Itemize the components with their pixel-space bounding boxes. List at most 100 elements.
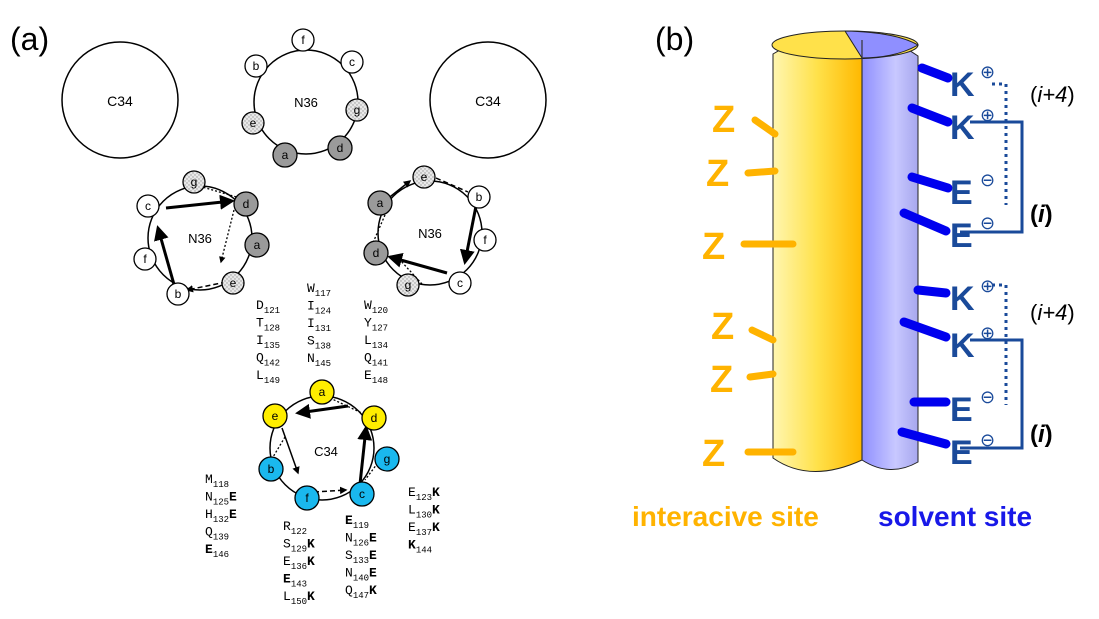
- z-residue-label: Z: [712, 99, 735, 141]
- residue-label: E123K: [408, 485, 440, 503]
- residue-label: S129K: [283, 537, 315, 555]
- z-stick: [746, 370, 777, 381]
- residue-label: S138: [307, 334, 331, 352]
- charged-stick: [907, 172, 953, 193]
- residue-label: W117: [307, 281, 331, 299]
- pos-d-left-label: d: [243, 197, 250, 211]
- charged-stick: [917, 63, 953, 83]
- c34-label-left: C34: [107, 93, 133, 109]
- residue-label: D121: [256, 298, 280, 316]
- residue-label: L130K: [408, 503, 440, 521]
- z-stick: [744, 167, 779, 177]
- residue-label: L150K: [283, 589, 315, 607]
- pos-e-left-label: e: [230, 276, 237, 290]
- charged-residue-label: K: [950, 280, 975, 318]
- z-residue-label: Z: [706, 153, 729, 195]
- charge-symbol: ⊕: [980, 276, 995, 296]
- charge-symbol: ⊖: [980, 170, 995, 190]
- charged-stick: [899, 208, 951, 236]
- pos-g-right-label: g: [405, 278, 412, 292]
- pos-f-top-label: f: [301, 33, 305, 47]
- c34-circle-left: C34: [61, 41, 179, 159]
- charge-symbol: ⊕: [980, 323, 995, 343]
- residue-label: E143: [283, 572, 307, 590]
- residue-label: E119: [345, 513, 369, 531]
- residue-label: N145: [307, 351, 331, 369]
- residue-label: R122: [283, 519, 307, 537]
- pos-e-top-label: e: [250, 116, 257, 130]
- panel-a-label: (a): [10, 21, 49, 57]
- pos-c-right-label: c: [457, 276, 463, 290]
- solvent-residues: K ⊕K ⊕E ⊖E ⊖K ⊕K ⊕E ⊖E ⊖: [897, 62, 995, 472]
- pos-b-top-label: b: [253, 59, 260, 73]
- pos-a-top: [272, 142, 298, 168]
- residue-label: I135: [256, 333, 280, 351]
- i-label-1: (i): [1030, 201, 1053, 228]
- residue-label: S133E: [345, 548, 377, 566]
- z-residue-label: Z: [702, 433, 725, 475]
- charged-residue-label: E: [950, 391, 973, 429]
- charged-residue-label: K: [950, 66, 975, 104]
- i4-label-1: (i+4): [1030, 82, 1075, 107]
- charge-symbol: ⊖: [980, 430, 995, 450]
- pos-g-top-label: g: [354, 103, 361, 117]
- n36-right-label: N36: [418, 226, 442, 241]
- charge-symbol: ⊕: [980, 105, 995, 125]
- residue-label: L134: [364, 333, 388, 351]
- z-stick: [748, 326, 777, 344]
- pos-g-c34-label: g: [384, 452, 391, 466]
- n36-left-label: N36: [188, 231, 212, 246]
- panel-b-label: (b): [655, 21, 694, 57]
- pos-d-right-label: d: [373, 246, 380, 260]
- pos-c-c34-label: c: [359, 487, 365, 501]
- charged-stick: [897, 427, 951, 449]
- residue-label: E148: [364, 368, 388, 386]
- pos-f-c34-label: f: [305, 491, 309, 505]
- residue-label: N140E: [345, 566, 377, 584]
- z-residue-label: Z: [710, 359, 733, 401]
- residue-label: W120: [364, 298, 388, 316]
- pos-d-c34-label: d: [371, 411, 378, 425]
- helix-cylinder: [771, 30, 920, 472]
- i4-label-2: (i+4): [1030, 300, 1075, 325]
- residue-label: I131: [307, 316, 331, 334]
- residue-label: Q142: [256, 351, 280, 369]
- pos-d-top-label: d: [337, 141, 344, 155]
- n36-wheel-top: N36 f c b g e a d: [241, 28, 369, 168]
- z-residue-label: Z: [711, 306, 734, 348]
- residue-label: Q141: [364, 351, 388, 369]
- pos-a-right-label: a: [377, 196, 384, 210]
- pos-f-left-label: f: [143, 252, 147, 266]
- charged-residue-label: K: [950, 109, 975, 147]
- residue-label: H132E: [205, 507, 237, 525]
- residue-label: K144: [408, 538, 432, 556]
- charged-residue-label: K: [950, 327, 975, 365]
- charged-residue-label: E: [950, 217, 973, 255]
- pos-e-c34-label: e: [272, 409, 279, 423]
- pos-b-top: [244, 54, 268, 78]
- charged-stick: [907, 103, 953, 127]
- interactive-site-label: interacive site: [632, 501, 819, 532]
- c34-circle-right: C34: [429, 41, 547, 159]
- residue-label: N125E: [205, 490, 237, 508]
- c34-wheel: C34 a e d b g f c: [258, 379, 400, 511]
- pos-g-top: [345, 98, 369, 122]
- spacing-brackets: [960, 82, 1024, 450]
- pos-c-top: [340, 50, 364, 74]
- pos-g-left-label: g: [191, 175, 198, 189]
- residue-label: L149: [256, 368, 280, 386]
- charged-residue-label: E: [950, 174, 973, 212]
- residue-label: Q147K: [345, 583, 377, 601]
- c34-label-right: C34: [475, 93, 501, 109]
- n36-top-label: N36: [294, 95, 318, 110]
- pos-a-c34-label: a: [319, 385, 326, 399]
- n36-wheel-right: N36 e a b d f g c: [363, 165, 497, 297]
- pos-f-top: [291, 28, 315, 52]
- residue-label: E137K: [408, 520, 440, 538]
- pos-b-right-label: b: [476, 190, 483, 204]
- i-label-2: (i): [1030, 421, 1053, 448]
